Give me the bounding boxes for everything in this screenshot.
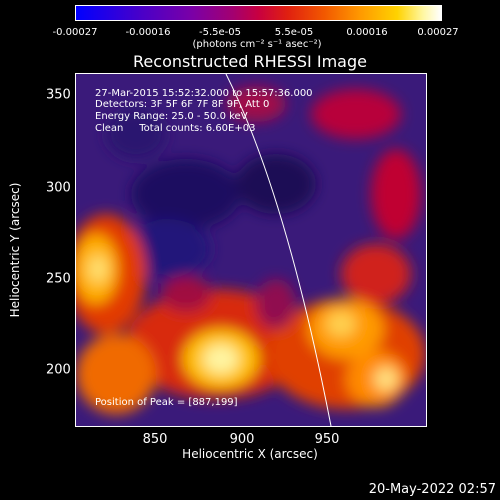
rhessi-image: [75, 73, 427, 427]
colorbar-tick: 5.5e-05: [274, 27, 314, 38]
x-axis-label: Heliocentric X (arcsec): [182, 447, 318, 461]
plot-date: 20-May-2022 02:57: [368, 482, 496, 497]
clean-info: Clean Total counts: 6.60E+03: [95, 123, 256, 134]
image-title: Reconstructed RHESSI Image: [133, 52, 367, 71]
colorbar: [75, 5, 442, 21]
peak-position: Position of Peak = [887,199]: [95, 397, 238, 408]
x-tick: 850: [142, 432, 168, 447]
y-axis-label: Heliocentric Y (arcsec): [8, 182, 22, 318]
y-tick: 250: [46, 271, 71, 287]
x-tick: 900: [229, 432, 255, 447]
colorbar-tick: -5.5e-05: [199, 27, 241, 38]
colorbar-tick: -0.00016: [125, 27, 171, 38]
detectors-info: Detectors: 3F 5F 6F 7F 8F 9F, Att 0: [95, 99, 270, 110]
time-range: 27-Mar-2015 15:52:32.000 to 15:57:36.000: [95, 88, 313, 99]
y-tick: 300: [46, 180, 71, 196]
colorbar-tick: 0.00027: [417, 27, 459, 38]
energy-range: Energy Range: 25.0 - 50.0 keV: [95, 111, 248, 122]
colorbar-tick: 0.00016: [346, 27, 388, 38]
colorbar-units: (photons cm⁻² s⁻¹ asec⁻²): [192, 39, 322, 50]
intensity-map: [76, 74, 426, 426]
colorbar-tick: -0.00027: [52, 27, 98, 38]
solar-limb-line: [225, 74, 332, 426]
y-tick: 350: [46, 87, 71, 103]
y-tick: 200: [46, 362, 71, 378]
x-tick: 950: [314, 432, 340, 447]
